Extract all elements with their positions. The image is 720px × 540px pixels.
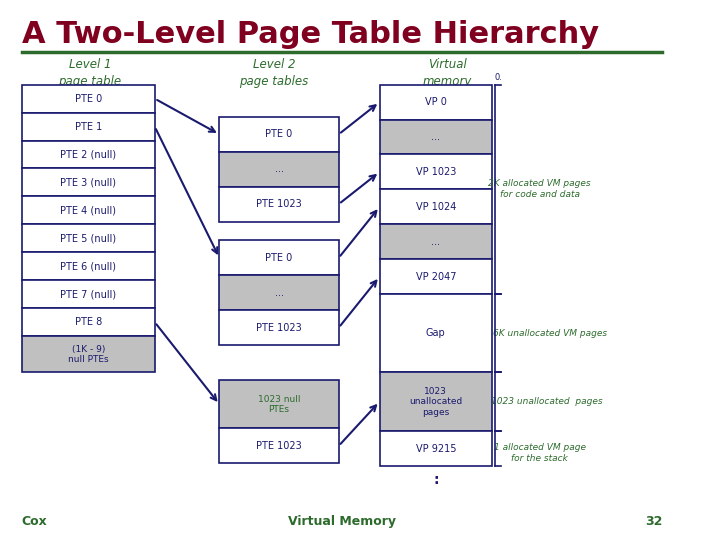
Text: 1023 unallocated  pages: 1023 unallocated pages (490, 397, 603, 406)
Text: VP 1023: VP 1023 (415, 167, 456, 177)
Text: VP 0: VP 0 (425, 97, 446, 107)
Text: A Two-Level Page Table Hierarchy: A Two-Level Page Table Hierarchy (22, 20, 599, 49)
Text: 0.: 0. (495, 73, 503, 82)
Text: Gap: Gap (426, 328, 446, 338)
FancyBboxPatch shape (22, 308, 155, 336)
FancyBboxPatch shape (379, 85, 492, 119)
FancyBboxPatch shape (22, 252, 155, 280)
Text: PTE 5 (null): PTE 5 (null) (60, 233, 117, 244)
Text: ...: ... (431, 237, 440, 247)
Text: 2K allocated VM pages
for code and data: 2K allocated VM pages for code and data (488, 179, 591, 199)
Text: 6K unallocated VM pages: 6K unallocated VM pages (492, 329, 607, 338)
FancyBboxPatch shape (220, 428, 338, 463)
FancyBboxPatch shape (379, 372, 492, 431)
Text: ...: ... (274, 164, 284, 174)
FancyBboxPatch shape (22, 280, 155, 308)
Text: VP 1024: VP 1024 (415, 202, 456, 212)
Text: VP 9215: VP 9215 (415, 444, 456, 454)
FancyBboxPatch shape (220, 310, 338, 345)
Text: ...: ... (274, 288, 284, 298)
Text: PTE 1023: PTE 1023 (256, 199, 302, 209)
Text: PTE 8: PTE 8 (75, 317, 102, 327)
FancyBboxPatch shape (22, 336, 155, 373)
Text: 32: 32 (645, 515, 662, 528)
Text: VP 2047: VP 2047 (415, 272, 456, 282)
Text: PTE 0: PTE 0 (266, 253, 292, 263)
Text: 1 allocated VM page
for the stack: 1 allocated VM page for the stack (494, 443, 585, 463)
FancyBboxPatch shape (220, 187, 338, 221)
FancyBboxPatch shape (22, 113, 155, 140)
FancyBboxPatch shape (220, 117, 338, 152)
FancyBboxPatch shape (379, 294, 492, 372)
Text: PTE 1023: PTE 1023 (256, 441, 302, 451)
Text: Cox: Cox (22, 515, 48, 528)
Text: 1023 null
PTEs: 1023 null PTEs (258, 395, 300, 414)
FancyBboxPatch shape (22, 140, 155, 168)
FancyBboxPatch shape (379, 259, 492, 294)
FancyBboxPatch shape (379, 431, 492, 466)
FancyBboxPatch shape (379, 224, 492, 259)
FancyBboxPatch shape (220, 275, 338, 310)
Text: PTE 6 (null): PTE 6 (null) (60, 261, 116, 271)
Text: PTE 1: PTE 1 (75, 122, 102, 132)
FancyBboxPatch shape (220, 380, 338, 428)
Text: ...: ... (431, 132, 440, 142)
FancyBboxPatch shape (22, 197, 155, 224)
Text: 1023
unallocated
pages: 1023 unallocated pages (409, 387, 462, 416)
Text: (1K - 9)
null PTEs: (1K - 9) null PTEs (68, 345, 109, 364)
FancyBboxPatch shape (379, 154, 492, 190)
FancyBboxPatch shape (22, 224, 155, 252)
Text: Level 1
page table: Level 1 page table (58, 58, 122, 88)
Text: Virtual Memory: Virtual Memory (288, 515, 396, 528)
Text: PTE 7 (null): PTE 7 (null) (60, 289, 117, 299)
Text: PTE 2 (null): PTE 2 (null) (60, 150, 117, 159)
Text: PTE 3 (null): PTE 3 (null) (60, 178, 116, 187)
FancyBboxPatch shape (220, 152, 338, 187)
Text: :: : (433, 472, 438, 487)
Text: PTE 4 (null): PTE 4 (null) (60, 205, 116, 215)
FancyBboxPatch shape (379, 119, 492, 154)
FancyBboxPatch shape (22, 85, 155, 113)
Text: PTE 1023: PTE 1023 (256, 323, 302, 333)
FancyBboxPatch shape (379, 190, 492, 224)
Text: Level 2
page tables: Level 2 page tables (239, 58, 309, 88)
Text: Virtual
memory: Virtual memory (423, 58, 472, 88)
Text: PTE 0: PTE 0 (75, 93, 102, 104)
Text: PTE 0: PTE 0 (266, 130, 292, 139)
FancyBboxPatch shape (22, 168, 155, 197)
FancyBboxPatch shape (220, 240, 338, 275)
